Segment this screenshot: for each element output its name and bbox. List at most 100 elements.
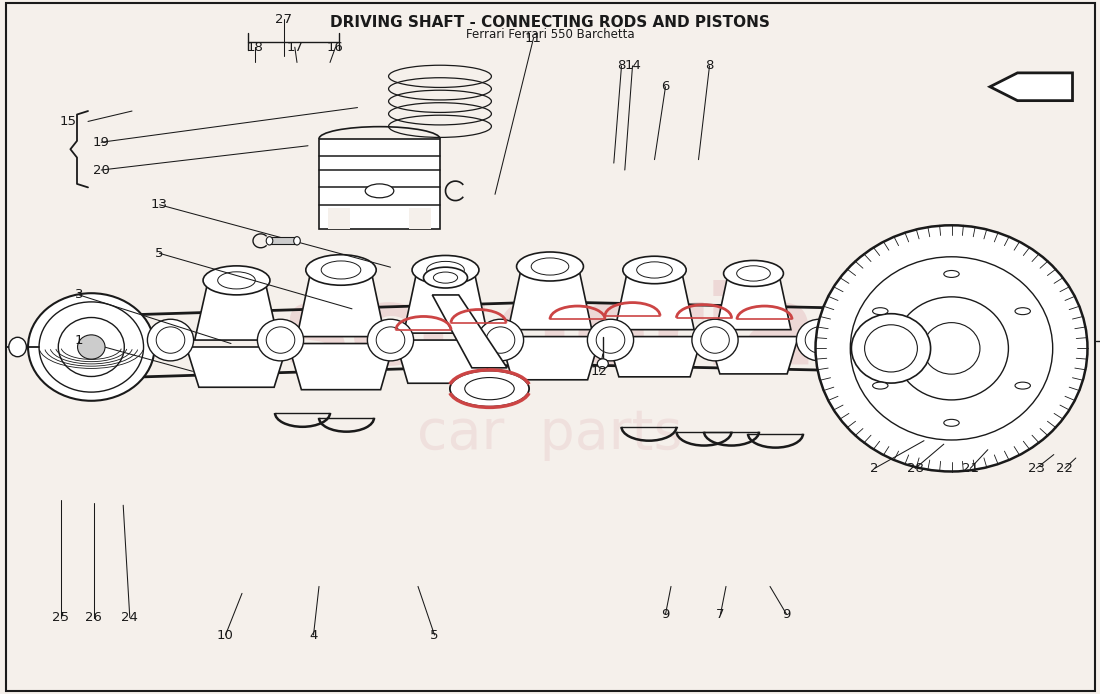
- Ellipse shape: [596, 327, 625, 353]
- Text: 19: 19: [92, 136, 110, 149]
- Ellipse shape: [587, 319, 634, 361]
- Text: 27: 27: [275, 13, 293, 26]
- Text: 5: 5: [155, 247, 164, 260]
- Polygon shape: [607, 337, 702, 377]
- Ellipse shape: [147, 319, 194, 361]
- Ellipse shape: [77, 335, 106, 359]
- Ellipse shape: [204, 266, 270, 295]
- Ellipse shape: [531, 258, 569, 275]
- Ellipse shape: [623, 256, 686, 284]
- Text: 5: 5: [430, 629, 439, 641]
- Ellipse shape: [805, 327, 834, 353]
- Text: 12: 12: [591, 365, 608, 378]
- Text: Ferrari Ferrari 550 Barchetta: Ferrari Ferrari 550 Barchetta: [465, 28, 635, 41]
- Text: 25: 25: [52, 611, 69, 624]
- Polygon shape: [297, 274, 385, 337]
- Polygon shape: [186, 347, 287, 387]
- Ellipse shape: [29, 294, 154, 400]
- Ellipse shape: [156, 327, 185, 353]
- Text: scuderia: scuderia: [283, 280, 817, 387]
- Ellipse shape: [637, 262, 672, 278]
- Text: DRIVING SHAFT - CONNECTING RODS AND PISTONS: DRIVING SHAFT - CONNECTING RODS AND PIST…: [330, 15, 770, 31]
- Ellipse shape: [433, 272, 458, 283]
- Text: 3: 3: [75, 289, 84, 301]
- Ellipse shape: [266, 237, 273, 245]
- Ellipse shape: [58, 318, 124, 376]
- Ellipse shape: [257, 319, 304, 361]
- Ellipse shape: [376, 327, 405, 353]
- Text: 23: 23: [1027, 462, 1045, 475]
- Ellipse shape: [486, 327, 515, 353]
- Text: 2: 2: [870, 462, 879, 475]
- Text: 16: 16: [327, 41, 344, 53]
- Ellipse shape: [872, 382, 888, 389]
- Text: 18: 18: [246, 41, 264, 53]
- Ellipse shape: [367, 319, 414, 361]
- Ellipse shape: [851, 314, 931, 383]
- Ellipse shape: [737, 266, 770, 281]
- Polygon shape: [499, 337, 601, 380]
- Text: 10: 10: [217, 629, 234, 641]
- Ellipse shape: [306, 255, 376, 285]
- Ellipse shape: [865, 325, 917, 372]
- Ellipse shape: [424, 267, 468, 288]
- Text: car  parts: car parts: [417, 407, 683, 461]
- Polygon shape: [395, 340, 496, 383]
- Ellipse shape: [365, 184, 394, 198]
- Text: 14: 14: [624, 60, 641, 72]
- Ellipse shape: [464, 378, 515, 400]
- Polygon shape: [432, 295, 507, 368]
- Ellipse shape: [850, 257, 1053, 440]
- Ellipse shape: [1015, 382, 1031, 389]
- Ellipse shape: [294, 237, 300, 245]
- Ellipse shape: [923, 323, 980, 374]
- Text: 26: 26: [85, 611, 102, 624]
- Text: 17: 17: [286, 41, 304, 53]
- Ellipse shape: [724, 260, 783, 287]
- Text: 6: 6: [661, 81, 670, 93]
- Text: 28: 28: [906, 462, 924, 475]
- Ellipse shape: [40, 302, 143, 392]
- Polygon shape: [288, 344, 394, 390]
- Ellipse shape: [1015, 307, 1031, 314]
- Ellipse shape: [692, 319, 738, 361]
- Polygon shape: [716, 278, 791, 330]
- Ellipse shape: [597, 359, 608, 369]
- Ellipse shape: [796, 319, 843, 361]
- Text: 11: 11: [525, 32, 542, 44]
- Ellipse shape: [427, 262, 464, 278]
- Polygon shape: [708, 337, 799, 374]
- Ellipse shape: [894, 297, 1009, 400]
- Polygon shape: [195, 285, 278, 340]
- Text: 7: 7: [716, 608, 725, 620]
- Polygon shape: [409, 208, 431, 229]
- Text: 22: 22: [1056, 462, 1074, 475]
- Ellipse shape: [321, 261, 361, 279]
- Polygon shape: [508, 271, 592, 330]
- Text: 15: 15: [59, 115, 77, 128]
- Polygon shape: [404, 274, 487, 333]
- Ellipse shape: [266, 327, 295, 353]
- Ellipse shape: [517, 252, 583, 281]
- Polygon shape: [270, 237, 297, 244]
- Ellipse shape: [815, 226, 1088, 471]
- Text: 1: 1: [75, 334, 84, 346]
- Text: 9: 9: [661, 608, 670, 620]
- Text: 21: 21: [961, 462, 979, 475]
- Ellipse shape: [944, 419, 959, 426]
- Text: 8: 8: [617, 60, 626, 72]
- Text: 4: 4: [309, 629, 318, 641]
- Polygon shape: [615, 274, 694, 330]
- Polygon shape: [319, 139, 440, 229]
- Ellipse shape: [412, 255, 478, 285]
- Ellipse shape: [218, 272, 255, 289]
- Text: 20: 20: [92, 164, 110, 176]
- Ellipse shape: [9, 337, 26, 357]
- Polygon shape: [990, 73, 1072, 101]
- Text: 9: 9: [782, 608, 791, 620]
- Ellipse shape: [450, 371, 529, 407]
- Text: 13: 13: [151, 198, 168, 211]
- Ellipse shape: [944, 271, 959, 278]
- Ellipse shape: [701, 327, 729, 353]
- Ellipse shape: [477, 319, 524, 361]
